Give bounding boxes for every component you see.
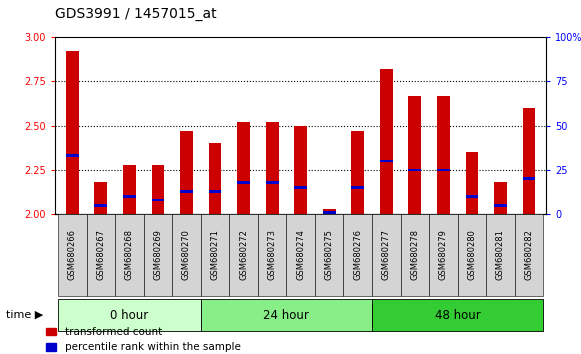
Bar (152, 165, 164, 214)
Bar (123, 165, 136, 214)
Bar (494, 182, 507, 214)
Text: GSM680272: GSM680272 (239, 229, 248, 280)
Bar (180, 190, 193, 193)
Bar (209, 190, 221, 193)
Bar (522, 177, 536, 180)
Bar (95, 182, 107, 214)
Bar (437, 96, 450, 214)
Bar (209, 143, 221, 214)
Bar (323, 209, 336, 214)
Bar (95, 204, 107, 207)
Legend: transformed count, percentile rank within the sample: transformed count, percentile rank withi… (46, 327, 241, 352)
Bar (294, 126, 307, 214)
Bar (465, 195, 478, 198)
Text: GSM680271: GSM680271 (210, 229, 220, 280)
Text: GSM680273: GSM680273 (268, 229, 277, 280)
Bar (66, 154, 79, 157)
Bar (352, 186, 364, 189)
Text: time ▶: time ▶ (6, 310, 43, 320)
Text: GSM680281: GSM680281 (496, 229, 505, 280)
Text: GDS3991 / 1457015_at: GDS3991 / 1457015_at (55, 7, 217, 21)
Text: GSM680267: GSM680267 (96, 229, 105, 280)
Text: GSM680275: GSM680275 (325, 229, 333, 280)
Bar (123, 195, 136, 198)
Bar (352, 131, 364, 214)
Bar (408, 169, 421, 171)
Text: GSM680266: GSM680266 (68, 229, 77, 280)
Bar (323, 211, 336, 214)
Text: GSM680280: GSM680280 (468, 229, 476, 280)
Bar (66, 51, 79, 214)
Bar (294, 186, 307, 189)
Bar (408, 96, 421, 214)
Bar (237, 181, 250, 184)
Text: 24 hour: 24 hour (263, 309, 309, 321)
Bar (152, 199, 164, 201)
Text: 0 hour: 0 hour (110, 309, 149, 321)
Bar (380, 69, 393, 214)
Text: GSM680276: GSM680276 (353, 229, 363, 280)
Text: GSM680269: GSM680269 (153, 229, 163, 280)
Text: 48 hour: 48 hour (435, 309, 480, 321)
Text: GSM680270: GSM680270 (182, 229, 191, 280)
Text: GSM680279: GSM680279 (439, 229, 448, 280)
Bar (237, 122, 250, 214)
Bar (522, 108, 536, 214)
Bar (266, 122, 278, 214)
Text: GSM680274: GSM680274 (296, 229, 305, 280)
Bar (465, 152, 478, 214)
Text: GSM680277: GSM680277 (382, 229, 391, 280)
Text: GSM680278: GSM680278 (410, 229, 419, 280)
Bar (180, 131, 193, 214)
Text: GSM680282: GSM680282 (525, 229, 533, 280)
Bar (266, 181, 278, 184)
Bar (437, 169, 450, 171)
Text: GSM680268: GSM680268 (125, 229, 134, 280)
Bar (494, 204, 507, 207)
Bar (380, 160, 393, 162)
